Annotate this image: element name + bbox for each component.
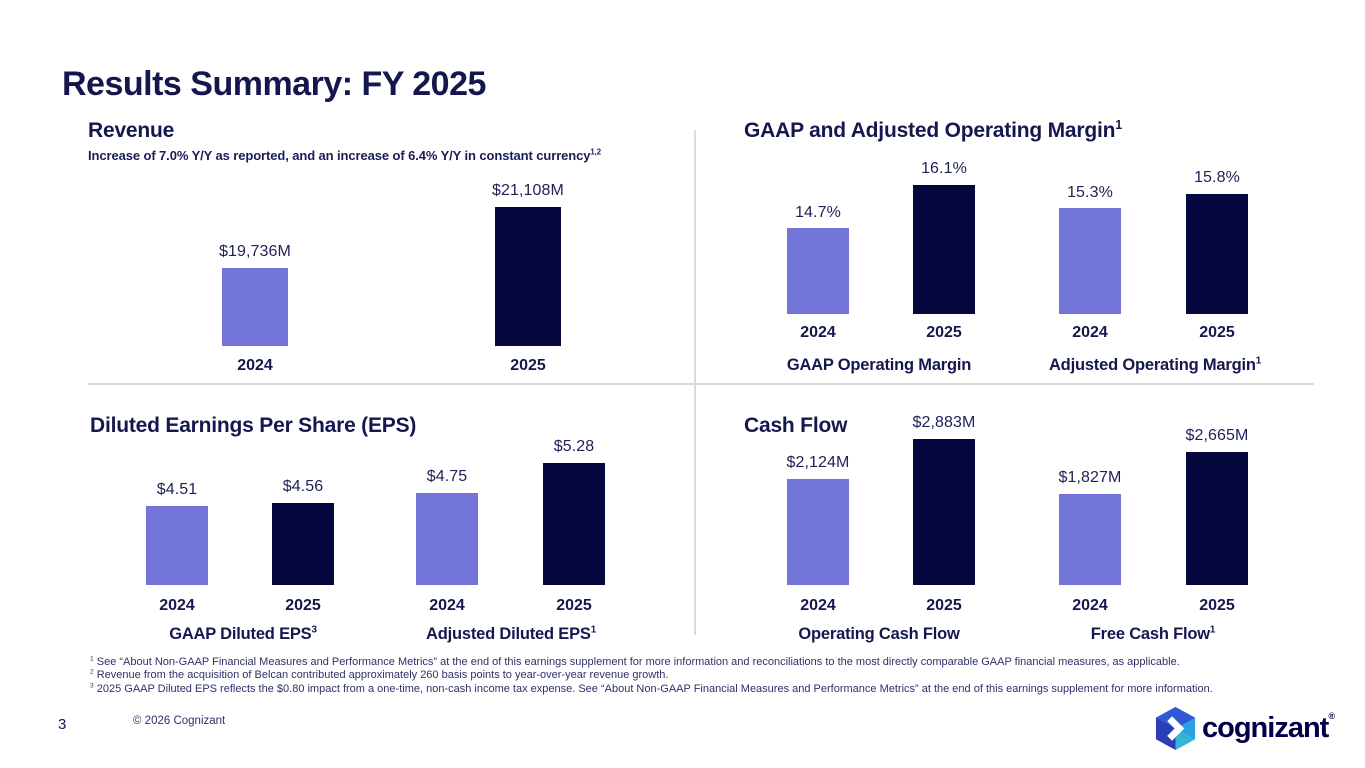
free-cash-flow-2024-value-label: $1,827M: [1058, 469, 1122, 486]
operating-cash-flow-2025-axis-label: 2025: [926, 597, 962, 614]
adjusted-eps-2024-axis-label: 2024: [429, 597, 465, 614]
gaap-eps-group-label: GAAP Diluted EPS3: [169, 625, 317, 644]
gaap-eps-2024-axis-label: 2024: [159, 597, 195, 614]
cognizant-hexagon-icon: [1155, 706, 1196, 750]
adjusted-eps-2024-bar: [416, 493, 478, 585]
revenue-subtitle-footnote-ref: 1,2: [590, 147, 601, 157]
gaap-eps-2024-bar: [146, 506, 208, 585]
revenue-subtitle-text: Increase of 7.0% Y/Y as reported, and an…: [88, 148, 591, 163]
operating-cash-flow-2024-bar: [787, 479, 849, 585]
cognizant-logo: cognizant®: [1153, 705, 1335, 751]
free-cash-flow-2025-bar: [1186, 452, 1248, 585]
page-number: 3: [58, 716, 67, 733]
gaap-margin-2024-axis-label: 2024: [800, 324, 836, 341]
adjusted-margin-group-label-text: Adjusted Operating Margin: [1048, 356, 1256, 374]
gaap-eps-2024-value-label: $4.51: [156, 481, 198, 498]
free-cash-flow-2025-value-label: $2,665M: [1185, 427, 1249, 444]
free-cash-flow-group-label: Free Cash Flow1: [1090, 624, 1216, 644]
eps-title-text: Diluted Earnings Per Share (EPS): [90, 414, 417, 438]
operating-margin-title-text: GAAP and Adjusted Operating Margin: [744, 119, 1116, 143]
operating-margin-section-title: GAAP and Adjusted Operating Margin1: [744, 119, 1122, 143]
gaap-margin-2025-bar: [913, 185, 975, 314]
gaap-margin-2024-bar: [787, 228, 849, 314]
footnote-3-text: 2025 GAAP Diluted EPS reflects the $0.80…: [96, 682, 1213, 695]
copyright-notice: © 2026 Cognizant: [133, 715, 226, 727]
free-cash-flow-2025-axis-label: 2025: [1199, 597, 1235, 614]
revenue-subtitle: Increase of 7.0% Y/Y as reported, and an…: [88, 148, 601, 163]
revenue-title-text: Revenue: [88, 119, 175, 143]
cognizant-wordmark-text: cognizant: [1202, 712, 1329, 744]
adjusted-margin-2025-value-label: 15.8%: [1194, 169, 1240, 186]
gaap-margin-2025-axis-label: 2025: [926, 324, 962, 341]
footnote-2: 2 Revenue from the acquisition of Belcan…: [90, 669, 1213, 682]
gaap-eps-2025-value-label: $4.56: [282, 478, 324, 495]
horizontal-divider: [88, 383, 1314, 385]
adjusted-eps-group-label-text: Adjusted Diluted EPS: [426, 625, 591, 643]
free-cash-flow-2024-bar: [1059, 494, 1121, 585]
adjusted-margin-2024-value-label: 15.3%: [1067, 184, 1113, 201]
revenue-section-title: Revenue: [88, 119, 174, 143]
cash-flow-title-text: Cash Flow: [744, 414, 848, 438]
adjusted-margin-2024-axis-label: 2024: [1072, 324, 1108, 341]
free-cash-flow-group-footnote-ref: 1: [1209, 624, 1216, 636]
adjusted-margin-2024-bar: [1059, 208, 1121, 314]
operating-cash-flow-2025-value-label: $2,883M: [912, 414, 976, 431]
adjusted-margin-2025-axis-label: 2025: [1199, 324, 1235, 341]
footnote-2-text: Revenue from the acquisition of Belcan c…: [96, 669, 669, 682]
adjusted-eps-group-footnote-ref: 1: [590, 624, 597, 636]
footnote-3-marker: 3: [90, 682, 94, 690]
adjusted-eps-2024-value-label: $4.75: [426, 468, 468, 485]
operating-cash-flow-group-label-text: Operating Cash Flow: [798, 625, 960, 643]
adjusted-eps-group-label: Adjusted Diluted EPS1: [426, 625, 596, 644]
operating-cash-flow-2024-axis-label: 2024: [800, 597, 836, 614]
operating-cash-flow-2024-value-label: $2,124M: [786, 454, 850, 471]
footnote-3: 3 2025 GAAP Diluted EPS reflects the $0.…: [90, 682, 1213, 696]
revenue-2025-value-label: $21,108M: [492, 182, 564, 199]
operating-margin-title-footnote-ref: 1: [1115, 118, 1123, 133]
gaap-eps-group-label-text: GAAP Diluted EPS: [169, 625, 312, 643]
footnote-2-marker: 2: [90, 668, 94, 676]
free-cash-flow-group-label-text: Free Cash Flow: [1090, 625, 1210, 643]
revenue-2024-value-label: $19,736M: [219, 243, 291, 260]
eps-section-title: Diluted Earnings Per Share (EPS): [90, 414, 416, 438]
gaap-eps-group-footnote-ref: 3: [311, 624, 317, 636]
adjusted-margin-group-footnote-ref: 1: [1255, 355, 1262, 367]
adjusted-eps-2025-bar: [543, 463, 605, 585]
revenue-2024-axis-label: 2024: [237, 357, 273, 374]
page-title: Results Summary: FY 2025: [62, 64, 486, 103]
adjusted-eps-2025-axis-label: 2025: [556, 597, 592, 614]
operating-cash-flow-group-label: Operating Cash Flow: [798, 625, 959, 644]
gaap-margin-2024-value-label: 14.7%: [795, 204, 841, 221]
adjusted-eps-2025-value-label: $5.28: [553, 438, 595, 455]
adjusted-margin-group-label: Adjusted Operating Margin1: [1049, 356, 1261, 375]
footnote-1: 1 See “About Non-GAAP Financial Measures…: [90, 656, 1213, 669]
revenue-2025-axis-label: 2025: [510, 357, 546, 374]
revenue-2025-bar: [495, 207, 561, 346]
gaap-margin-2025-value-label: 16.1%: [921, 160, 967, 177]
gaap-margin-group-label: GAAP Operating Margin: [786, 356, 972, 375]
footnote-1-text: See “About Non-GAAP Financial Measures a…: [96, 656, 1180, 668]
vertical-divider: [694, 130, 696, 635]
free-cash-flow-2024-axis-label: 2024: [1072, 597, 1108, 614]
gaap-eps-2025-axis-label: 2025: [285, 597, 321, 614]
gaap-margin-group-label-text: GAAP Operating Margin: [786, 356, 972, 374]
footnote-1-marker: 1: [90, 655, 94, 663]
revenue-2024-bar: [222, 268, 288, 346]
cognizant-trademark: ®: [1328, 711, 1335, 721]
gaap-eps-2025-bar: [272, 503, 334, 585]
adjusted-margin-2025-bar: [1186, 194, 1248, 314]
operating-cash-flow-2025-bar: [913, 439, 975, 585]
footnotes: 1 See “About Non-GAAP Financial Measures…: [90, 656, 1213, 696]
cash-flow-section-title: Cash Flow: [744, 414, 847, 438]
cognizant-wordmark: cognizant®: [1202, 705, 1335, 751]
